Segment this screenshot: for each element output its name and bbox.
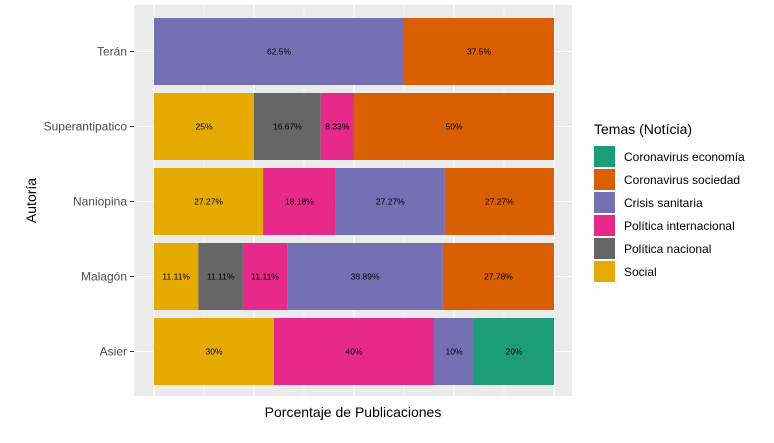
category-label: Terán xyxy=(97,45,127,59)
category-label: Asier xyxy=(100,345,127,359)
bar-segment xyxy=(154,93,254,160)
legend-label: Coronavirus sociedad xyxy=(624,172,741,187)
data-label: 11.11% xyxy=(251,272,279,282)
data-label: 62.5% xyxy=(267,47,292,57)
legend: Temas (Notícia) Coronavirus economía Coro… xyxy=(594,121,745,283)
bar-segment xyxy=(263,168,336,235)
category-axis: Terán Superantipatico Naniopina Malagón Asie… xyxy=(44,45,134,359)
legend-swatch xyxy=(594,192,615,213)
data-label: 50% xyxy=(445,122,462,132)
data-label: 16.67% xyxy=(273,122,302,132)
category-label: Malagón xyxy=(81,270,127,284)
data-label: 8.33% xyxy=(325,122,350,132)
data-label: 37.5% xyxy=(467,47,492,57)
legend-item: Social xyxy=(594,260,745,283)
legend-item: Coronavirus economía xyxy=(594,145,745,168)
legend-label: Crisis sanitaria xyxy=(624,195,703,210)
bar-segment xyxy=(242,243,288,310)
x-axis-title: Porcentaje de Publicaciones xyxy=(265,404,442,420)
data-label: 30% xyxy=(205,347,222,357)
legend-swatch xyxy=(594,169,615,190)
y-axis-title: Autoría xyxy=(23,178,39,223)
data-label: 10% xyxy=(445,347,462,357)
legend-item: Coronavirus sociedad xyxy=(594,168,745,191)
bar-segment xyxy=(154,18,404,85)
data-label: 38.89% xyxy=(351,272,380,282)
legend-swatch xyxy=(594,146,615,167)
legend-label: Política nacional xyxy=(624,241,712,256)
data-label: 18.18% xyxy=(285,197,314,207)
data-label: 11.11% xyxy=(162,272,190,282)
legend-title: Temas (Notícia) xyxy=(594,121,693,137)
bar-segment xyxy=(434,318,474,385)
bar-segment xyxy=(254,93,321,160)
bar-segment xyxy=(198,243,243,310)
bar-segment xyxy=(474,318,554,385)
bar-segment xyxy=(320,93,354,160)
bar-segment xyxy=(444,168,554,235)
legend-label: Coronavirus economía xyxy=(624,149,745,164)
bar-segment xyxy=(335,168,445,235)
data-label: 27.78% xyxy=(484,272,513,282)
bar-segment xyxy=(354,93,554,160)
data-label: 27.27% xyxy=(376,197,405,207)
legend-label: Social xyxy=(624,264,657,279)
bar-segment xyxy=(154,168,264,235)
legend-item: Política nacional xyxy=(594,237,745,260)
data-label: 11.11% xyxy=(207,272,235,282)
legend-label: Política internacional xyxy=(624,218,735,233)
bars: 62.5% 37.5% 25% 16.67% 8.33% 50% 27.27% 18.18% 2… xyxy=(154,18,554,385)
bar-segment xyxy=(442,243,554,310)
legend-swatch xyxy=(594,238,615,259)
data-label: 27.27% xyxy=(194,197,223,207)
category-label: Naniopina xyxy=(73,195,127,209)
legend-item: Política internacional xyxy=(594,214,745,237)
legend-item: Crisis sanitaria xyxy=(594,191,745,214)
bar-segment xyxy=(404,18,554,85)
data-label: 25% xyxy=(195,122,212,132)
legend-items: Coronavirus economía Coronavirus sociedad… xyxy=(594,145,745,283)
bar-segment xyxy=(274,318,434,385)
legend-swatch xyxy=(594,215,615,236)
legend-swatch xyxy=(594,261,615,282)
bar-segment xyxy=(154,318,274,385)
bar-segment xyxy=(154,243,199,310)
data-label: 20% xyxy=(505,347,522,357)
bar-segment xyxy=(287,243,443,310)
data-label: 27.27% xyxy=(485,197,514,207)
category-label: Superantipatico xyxy=(44,120,128,134)
data-label: 40% xyxy=(345,347,362,357)
